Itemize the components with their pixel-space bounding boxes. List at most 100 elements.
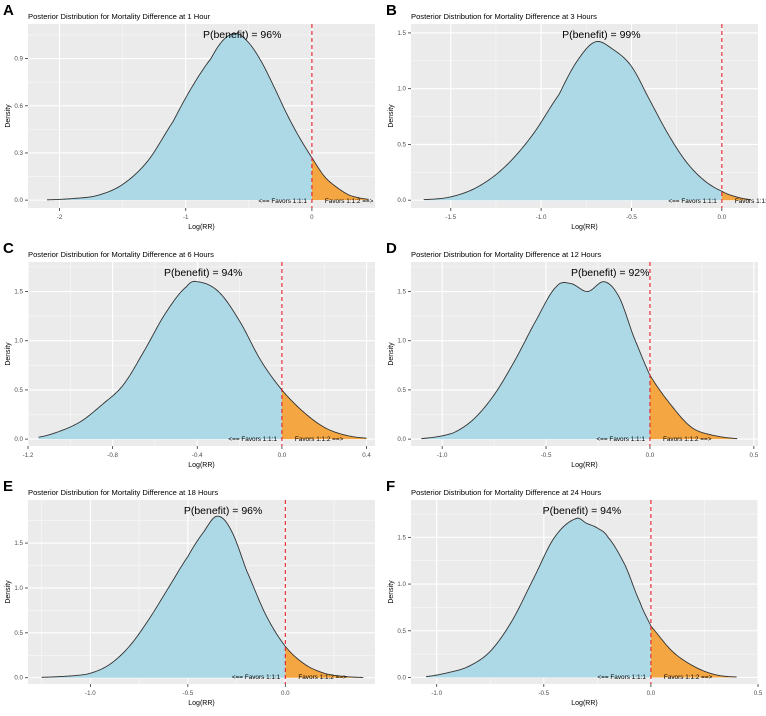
y-tick-label: 1.0 (397, 338, 406, 345)
x-tick-label: -0.5 (626, 214, 637, 221)
benefit-area (421, 281, 650, 440)
x-tick-label: -1 (183, 214, 189, 221)
harm-area (649, 375, 738, 440)
chart-panel-c: -1.2 -0.8 -0.4 0.0 0.4 0.0 0.5 1.0 1.5 Log(RR) Den… (3, 240, 375, 469)
x-tick-label: 0.5 (750, 452, 759, 459)
favors-right-label: Favors 1:1:2 ==> (664, 674, 713, 681)
y-tick-label: 1.0 (14, 338, 23, 345)
y-tick-label: 1.5 (397, 534, 406, 541)
x-tick-label: 0.0 (718, 214, 727, 221)
benefit-probability-annotation: P(benefit) = 96% (203, 29, 282, 41)
y-tick-label: 0.5 (14, 630, 23, 637)
density-line (41, 515, 364, 678)
x-tick-label: -1.0 (437, 452, 448, 459)
y-axis-title: Density (388, 580, 395, 604)
benefit-probability-annotation: P(benefit) = 99% (562, 29, 641, 41)
harm-area (285, 646, 364, 678)
x-tick-label: -0.5 (538, 690, 549, 697)
y-tick-label: 0.5 (397, 628, 406, 635)
x-axis-title: Log(RR) (188, 224, 214, 231)
x-axis-title: Log(RR) (188, 462, 214, 469)
x-tick-label: 0.0 (647, 690, 656, 697)
panel-label: A (3, 2, 14, 19)
y-tick-label: 0.6 (14, 103, 23, 110)
benefit-area (38, 281, 282, 440)
y-axis-title: Density (5, 104, 12, 128)
panel-label: B (386, 2, 397, 19)
y-tick-label: 0.0 (397, 436, 406, 443)
favors-right-label: Favors 1:1:2 ==> (325, 198, 374, 205)
panel-label: C (3, 240, 14, 257)
y-tick-label: 1.5 (397, 289, 406, 296)
chart-panel-d: -1.0 -0.5 0.0 0.5 0.0 0.5 1.0 1.5 Log(RR) Density… (386, 240, 759, 469)
y-tick-label: 0.5 (397, 387, 406, 394)
density-line (46, 32, 369, 201)
x-tick-label: -2 (57, 214, 63, 221)
harm-area (281, 389, 367, 440)
density-line (423, 41, 751, 201)
y-tick-label: 0.0 (14, 197, 23, 204)
x-tick-label: 0 (310, 214, 314, 221)
favors-right-label: Favors 1:1:2 ==> (735, 198, 766, 205)
x-axis-title: Log(RR) (571, 700, 597, 707)
density-line (425, 517, 737, 678)
favors-right-label: Favors 1:1:2 ==> (295, 436, 344, 443)
chart-panel-a: -2 -1 0 0.0 0.3 0.6 0.9 Log(RR) Density A Posterio… (3, 2, 375, 231)
chart-title: Posterior Distribution for Mortality Dif… (411, 488, 601, 497)
chart-title: Posterior Distribution for Mortality Dif… (28, 12, 211, 21)
benefit-probability-annotation: P(benefit) = 94% (164, 267, 243, 279)
y-tick-label: 0.0 (14, 436, 23, 443)
y-tick-label: 0.0 (397, 197, 406, 204)
harm-area (721, 191, 751, 201)
favors-left-label: <== Favors 1:1:1 (597, 674, 646, 681)
y-tick-label: 1.5 (14, 289, 23, 296)
y-tick-label: 1.5 (397, 30, 406, 37)
x-tick-label: -0.8 (107, 452, 118, 459)
y-tick-label: 0.5 (14, 387, 23, 394)
y-tick-label: 1.0 (14, 585, 23, 592)
benefit-probability-annotation: P(benefit) = 94% (543, 505, 622, 517)
favors-left-label: <== Favors 1:1:1 (596, 436, 645, 443)
x-axis-title: Log(RR) (188, 700, 214, 707)
harm-area (311, 157, 369, 201)
y-tick-label: 0.3 (14, 150, 23, 157)
chart-title: Posterior Distribution for Mortality Dif… (411, 250, 601, 259)
favors-right-label: Favors 1:1:2 ==> (663, 436, 712, 443)
chart-panel-e: -1.0 -0.5 0.0 0.0 0.5 1.0 1.5 Log(RR) Density E Po… (3, 478, 375, 707)
y-axis-title: Density (388, 342, 395, 366)
x-tick-label: -0.5 (541, 452, 552, 459)
chart-panel-b: -1.5 -1.0 -0.5 0.0 0.0 0.5 1.0 1.5 Log(RR) Densit… (386, 2, 766, 231)
benefit-area (423, 41, 722, 201)
x-tick-label: -1.0 (431, 690, 442, 697)
harm-area (650, 625, 737, 678)
x-tick-label: -1.5 (445, 214, 456, 221)
favors-left-label: <== Favors 1:1:1 (668, 198, 717, 205)
x-tick-label: -1.2 (23, 452, 34, 459)
x-axis-title: Log(RR) (571, 224, 597, 231)
panel-label: E (3, 478, 13, 495)
benefit-area (46, 33, 312, 201)
favors-right-label: Favors 1:1:2 ==> (298, 674, 347, 681)
x-tick-label: -1.0 (85, 690, 96, 697)
x-tick-label: 0.0 (646, 452, 655, 459)
x-tick-label: 0.0 (278, 452, 287, 459)
chart-panel-f: -1.0 -0.5 0.0 0.5 0.0 0.5 1.0 1.5 Log(RR) Density… (386, 478, 763, 707)
benefit-probability-annotation: P(benefit) = 92% (571, 267, 650, 279)
x-tick-label: -0.4 (192, 452, 203, 459)
panel-label: D (386, 240, 397, 257)
favors-left-label: <== Favors 1:1:1 (232, 674, 281, 681)
chart-title: Posterior Distribution for Mortality Dif… (411, 12, 597, 21)
x-axis-title: Log(RR) (571, 462, 597, 469)
x-tick-label: -0.5 (183, 690, 194, 697)
benefit-probability-annotation: P(benefit) = 96% (184, 505, 263, 517)
benefit-area (425, 518, 651, 678)
chart-title: Posterior Distribution for Mortality Dif… (28, 250, 214, 259)
y-axis-title: Density (5, 342, 12, 366)
y-tick-label: 1.0 (397, 86, 406, 93)
y-axis-title: Density (388, 104, 395, 128)
y-tick-label: 1.0 (397, 581, 406, 588)
y-tick-label: 0.0 (397, 674, 406, 681)
panel-label: F (386, 478, 395, 495)
favors-left-label: <== Favors 1:1:1 (228, 436, 277, 443)
